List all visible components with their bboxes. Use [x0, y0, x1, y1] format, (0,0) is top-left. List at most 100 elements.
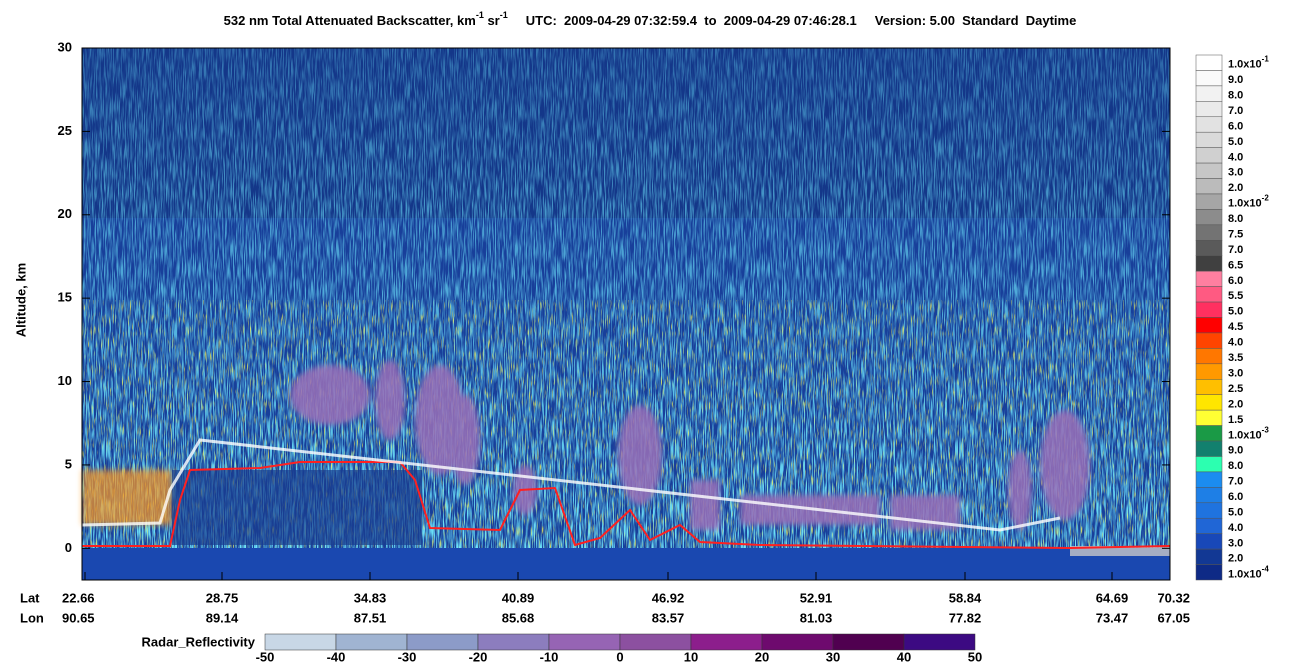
colorbar-label: 2.5 — [1228, 383, 1243, 395]
radar-cell — [477, 633, 550, 651]
radar-tick-label: 0 — [616, 649, 623, 664]
lat-value: 70.32 — [1157, 590, 1190, 605]
lon-value: 77.82 — [949, 610, 982, 625]
colorbar-label-exp: -3 — [1262, 425, 1270, 434]
colorbar-label: 5.0 — [1228, 506, 1243, 518]
colorbar-label: 2.0 — [1228, 182, 1243, 194]
colorbar-cell — [1195, 548, 1223, 565]
colorbar-cell — [1195, 209, 1223, 226]
colorbar-cell — [1195, 379, 1223, 395]
y-tick-label: 10 — [58, 373, 72, 388]
colorbar-label-base: 1.0x10 — [1228, 198, 1262, 210]
colorbar-label: 6.5 — [1228, 259, 1243, 271]
colorbar-cell — [1195, 286, 1223, 303]
radar-tick-label: -40 — [327, 649, 346, 664]
radar-tick-label: 20 — [755, 649, 769, 664]
radar-cell — [335, 633, 408, 651]
lon-value: 81.03 — [800, 610, 833, 625]
colorbar-label: 1.0x10-3 — [1228, 425, 1269, 441]
colorbar-cell — [1195, 301, 1223, 318]
colorbar-cell — [1195, 255, 1223, 272]
colorbar-label: 1.5 — [1228, 414, 1243, 426]
colorbar-cell — [1195, 70, 1223, 87]
colorbar-cell — [1195, 533, 1223, 550]
colorbar-label: 4.0 — [1228, 337, 1243, 349]
radar-tick-label: 40 — [897, 649, 911, 664]
colorbar-label: 8.0 — [1228, 90, 1243, 102]
lat-value: 58.84 — [949, 590, 982, 605]
radar-cell — [761, 633, 834, 651]
radar-tick-label: -10 — [540, 649, 559, 664]
colorbar-label: 8.0 — [1228, 460, 1243, 472]
colorbar-cell — [1195, 240, 1223, 256]
lon-label: Lon — [20, 610, 44, 625]
colorbar-cell — [1195, 425, 1223, 442]
colorbar-cell — [1195, 456, 1223, 473]
radar-cell — [548, 633, 621, 651]
colorbar-cell — [1195, 394, 1223, 411]
radar-cell — [406, 633, 479, 651]
colorbar-cell — [1195, 502, 1223, 519]
colorbar-label: 1.0x10-2 — [1228, 194, 1269, 210]
chart-title: 532 nm Total Attenuated Backscatter, km-… — [224, 10, 1077, 28]
colorbar-cell — [1195, 193, 1223, 210]
colorbar-cell — [1195, 224, 1223, 241]
colorbar-cell — [1195, 348, 1223, 365]
radar-label: Radar_Reflectivity — [142, 634, 256, 649]
title-exp: -1 — [476, 10, 484, 20]
colorbar-label: 6.0 — [1228, 275, 1243, 287]
colorbar-cell — [1195, 162, 1223, 179]
colorbar-label-exp: -2 — [1262, 194, 1270, 203]
colorbar-cell — [1195, 85, 1223, 102]
colorbar-cell — [1195, 116, 1223, 133]
radar-cell — [690, 633, 763, 651]
colorbar-cell — [1195, 147, 1223, 164]
colorbar-label-exp: -1 — [1262, 55, 1270, 64]
colorbar-label-base: 1.0x10 — [1228, 568, 1262, 580]
colorbar-label: 9.0 — [1228, 74, 1243, 86]
colorbar-label: 1.0x10-1 — [1228, 55, 1269, 71]
colorbar-label: 4.0 — [1228, 522, 1243, 534]
colorbar-label: 6.0 — [1228, 491, 1243, 503]
radar-cell — [903, 633, 976, 651]
lon-value: 73.47 — [1096, 610, 1129, 625]
radar-tick-label: 10 — [684, 649, 698, 664]
colorbar-label: 3.0 — [1228, 367, 1243, 379]
colorbar-label: 7.5 — [1228, 228, 1243, 240]
colorbar-cell — [1195, 517, 1223, 534]
colorbar-label: 1.0x10-4 — [1228, 564, 1269, 580]
colorbar-cell — [1195, 332, 1223, 349]
lon-value: 83.57 — [652, 610, 685, 625]
lat-value: 28.75 — [206, 590, 239, 605]
y-tick-label: 30 — [58, 39, 72, 54]
radar-tick-label: 50 — [968, 649, 982, 664]
title-text: sr — [484, 13, 500, 28]
colorbar-label: 6.0 — [1228, 120, 1243, 132]
colorbar-label-exp: -4 — [1262, 564, 1270, 573]
lon-value: 89.14 — [206, 610, 239, 625]
lon-value: 87.51 — [354, 610, 387, 625]
colorbar-cell — [1195, 564, 1223, 581]
colorbar-label: 5.0 — [1228, 136, 1243, 148]
colorbar-cell — [1195, 487, 1223, 504]
backscatter-image — [81, 48, 1171, 580]
radar-cell — [264, 633, 337, 651]
lon-value: 67.05 — [1157, 610, 1190, 625]
radar-tick-label: -50 — [256, 649, 275, 664]
colorbar-label: 3.0 — [1228, 167, 1243, 179]
colorbar-cell — [1195, 131, 1223, 148]
y-tick-label: 0 — [65, 540, 72, 555]
colorbar-label: 9.0 — [1228, 445, 1243, 457]
colorbar-cell — [1195, 363, 1223, 380]
colorbar-label: 3.0 — [1228, 537, 1243, 549]
colorbar-label: 7.0 — [1228, 476, 1243, 488]
lat-value: 64.69 — [1096, 590, 1129, 605]
plot-frame — [81, 47, 1171, 581]
y-tick-label: 25 — [58, 123, 72, 138]
title-text: 532 nm Total Attenuated Backscatter, km — [224, 13, 476, 28]
colorbar-cell — [1195, 178, 1223, 195]
colorbar-label: 7.0 — [1228, 105, 1243, 117]
colorbar-label-base: 1.0x10 — [1228, 429, 1262, 441]
colorbar-cell — [1195, 270, 1223, 287]
